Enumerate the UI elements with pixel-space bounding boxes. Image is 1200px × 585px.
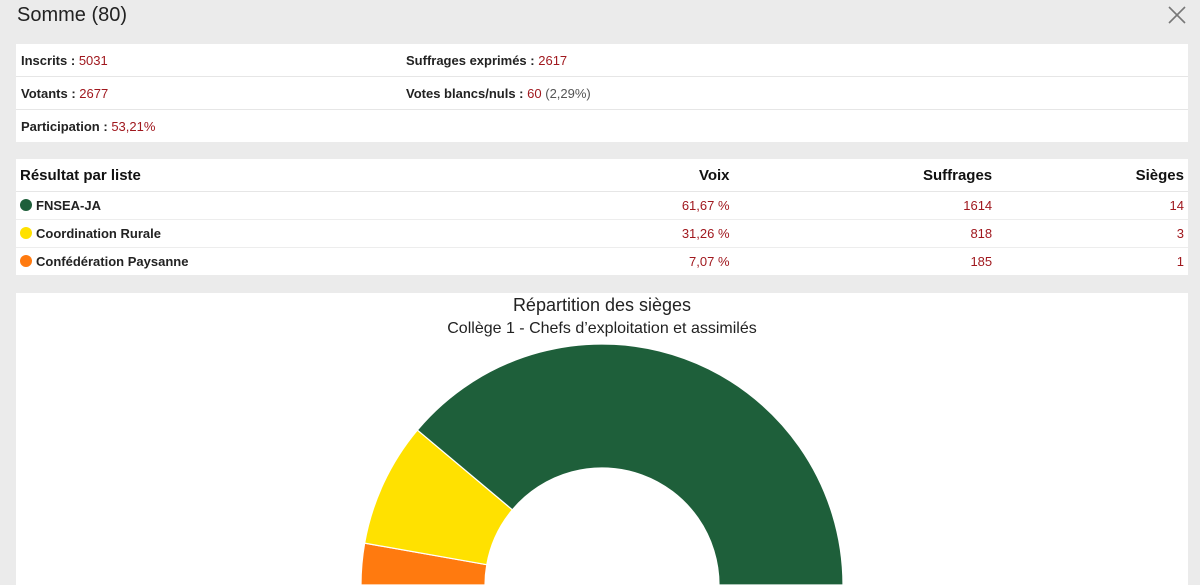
stat-suffrages-exprimes: Suffrages exprimés : 2617	[406, 53, 567, 68]
stat-value: 2677	[79, 86, 109, 101]
stat-value: 53,21%	[111, 119, 156, 134]
stat-label: Suffrages exprimés :	[406, 53, 535, 68]
table-row: Confédération Paysanne 7,07 % 185 1	[16, 248, 1188, 276]
stat-value: 2617	[538, 53, 568, 68]
stats-row: Inscrits : 5031 Suffrages exprimés : 261…	[16, 44, 1188, 77]
sieges-cell: 1	[1176, 254, 1184, 269]
close-icon[interactable]	[1166, 4, 1188, 26]
list-name-cell: Coordination Rurale	[16, 219, 544, 248]
list-name: FNSEA-JA	[36, 198, 102, 213]
chart-title: Répartition des sièges	[512, 295, 692, 315]
stat-label: Votants :	[21, 86, 76, 101]
stat-value: 60	[527, 86, 542, 101]
header-sieges: Sièges	[996, 159, 1188, 192]
suffrages-cell: 185	[970, 254, 993, 269]
stats-row: Participation : 53,21%	[16, 110, 1188, 142]
stats-panel: Inscrits : 5031 Suffrages exprimés : 261…	[16, 44, 1188, 142]
table-row: FNSEA-JA 61,67 % 1614 14	[16, 191, 1188, 220]
modal-title: Somme (80)	[17, 4, 128, 26]
table-row: Coordination Rurale 31,26 % 818 3	[16, 219, 1188, 248]
stat-label: Votes blancs/nuls :	[406, 86, 524, 101]
list-name-cell: Confédération Paysanne	[16, 248, 544, 276]
stat-votants: Votants : 2677	[21, 86, 108, 101]
stat-percent: (2,29%)	[545, 86, 591, 101]
header-liste: Résultat par liste	[16, 159, 544, 192]
stat-value: 5031	[78, 53, 108, 68]
stat-label: Inscrits :	[21, 53, 76, 68]
chart-subtitle: Collège 1 - Chefs d’exploitation et assi…	[447, 320, 757, 337]
sieges-cell: 3	[996, 219, 1188, 248]
sieges-cell: 14	[996, 191, 1188, 220]
list-name: Coordination Rurale	[36, 226, 161, 241]
stat-votes-blancs-nuls: Votes blancs/nuls : 60 (2,29%)	[406, 86, 591, 101]
stats-row: Votants : 2677 Votes blancs/nuls : 60 (2…	[16, 77, 1188, 110]
suffrages-cell: 1614	[733, 191, 997, 220]
voix-cell: 7,07 %	[689, 254, 730, 269]
legend-dot	[20, 255, 32, 267]
header-suffrages: Suffrages	[733, 159, 997, 192]
header-voix: Voix	[544, 159, 734, 192]
seat-chart	[360, 343, 844, 585]
list-name-cell: FNSEA-JA	[16, 191, 544, 220]
stat-participation: Participation : 53,21%	[21, 119, 155, 134]
stat-inscrits: Inscrits : 5031	[21, 53, 108, 68]
legend-dot	[20, 227, 32, 239]
legend-dot	[20, 199, 32, 211]
seat-slice-fnsea-ja[interactable]	[416, 343, 844, 585]
stat-label: Participation :	[21, 119, 108, 134]
chart-panel: Répartition des sièges Collège 1 - Chefs…	[16, 293, 1188, 585]
voix-cell: 31,26 %	[544, 219, 734, 248]
results-table: Résultat par liste Voix Suffrages Sièges…	[16, 159, 1188, 275]
list-name: Confédération Paysanne	[36, 254, 189, 269]
suffrages-cell: 818	[733, 219, 997, 248]
table-header-row: Résultat par liste Voix Suffrages Sièges	[16, 159, 1188, 192]
voix-cell: 61,67 %	[544, 191, 734, 220]
